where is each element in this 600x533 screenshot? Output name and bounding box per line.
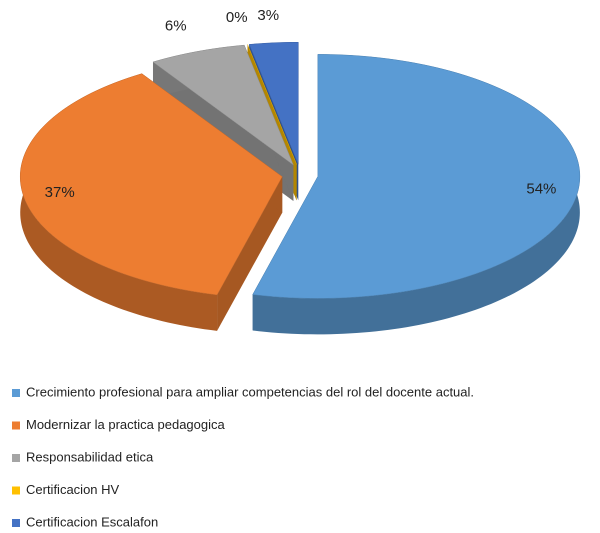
legend-swatch	[12, 486, 20, 495]
slice-top	[252, 54, 581, 299]
data-label: 54%	[526, 180, 556, 197]
slice-top	[248, 41, 299, 165]
slice	[252, 54, 581, 335]
legend-swatch	[12, 454, 20, 462]
legend-label: Responsabilidad etica	[26, 449, 154, 464]
legend-label: Crecimiento profesional para ampliar com…	[26, 384, 474, 399]
data-label: 0%	[226, 9, 248, 26]
legend-label: Certificacion HV	[26, 482, 120, 497]
legend-label: Modernizar la practica pedagogica	[26, 417, 225, 432]
data-label: 37%	[45, 184, 75, 201]
legend-swatch	[12, 421, 20, 430]
data-label: 3%	[257, 7, 279, 24]
slice-top	[19, 73, 283, 296]
legend-swatch	[12, 519, 20, 527]
legend-label: Certificacion Escalafon	[26, 514, 158, 529]
legend-swatch	[12, 389, 20, 397]
slice-side	[252, 54, 580, 335]
slice-wall	[217, 176, 283, 331]
slice	[19, 73, 283, 331]
slice-top	[152, 44, 294, 166]
data-label: 6%	[165, 18, 187, 35]
